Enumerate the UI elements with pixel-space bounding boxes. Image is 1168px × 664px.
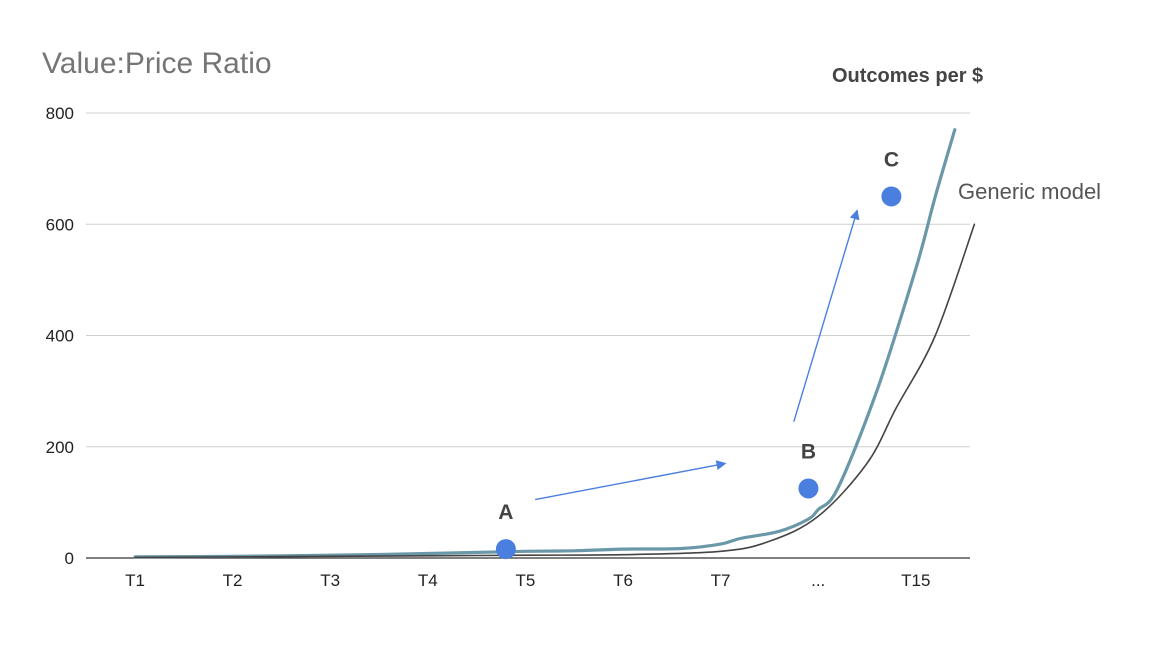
marker-b-label: B xyxy=(801,440,816,463)
y-tick-label: 0 xyxy=(65,549,74,568)
y-tick-label: 200 xyxy=(46,438,74,457)
marker-a-point xyxy=(495,539,516,560)
series-lines xyxy=(133,128,976,559)
annotation-arrows xyxy=(535,209,860,501)
x-tick-label: T3 xyxy=(320,571,340,590)
series-label-outcomes-per-dollar: Outcomes per $ xyxy=(832,65,983,87)
x-tick-label: T1 xyxy=(125,571,145,590)
x-tick-label: T15 xyxy=(901,571,930,590)
y-tick-label: 400 xyxy=(46,327,74,346)
x-tick-label: T5 xyxy=(515,571,535,590)
x-tick-label: T7 xyxy=(711,571,731,590)
series-line-outcomes-per-dollar xyxy=(133,128,957,559)
gridlines xyxy=(86,112,970,448)
annotation-arrow xyxy=(793,209,860,422)
annotation-arrow xyxy=(535,460,727,501)
chart-title: Value:Price Ratio xyxy=(42,47,272,80)
marker-a-label: A xyxy=(498,501,513,524)
x-tick-label: T2 xyxy=(223,571,243,590)
x-tick-label: ... xyxy=(811,571,825,590)
series-line-generic-model xyxy=(134,223,976,559)
y-axis-ticks: 0 200 400 600 800 xyxy=(46,104,74,568)
x-axis-ticks: T1 T2 T3 T4 T5 T6 T7... T15 xyxy=(125,571,930,590)
y-tick-label: 600 xyxy=(46,215,74,234)
point-markers: A B C xyxy=(495,148,902,560)
marker-c-point xyxy=(881,186,902,207)
series-label-generic-model: Generic model xyxy=(958,179,1101,204)
marker-c-label: C xyxy=(884,148,899,171)
marker-b-point xyxy=(798,478,819,499)
y-tick-label: 800 xyxy=(46,104,74,123)
x-tick-label: T6 xyxy=(613,571,633,590)
x-tick-label: T4 xyxy=(418,571,438,590)
